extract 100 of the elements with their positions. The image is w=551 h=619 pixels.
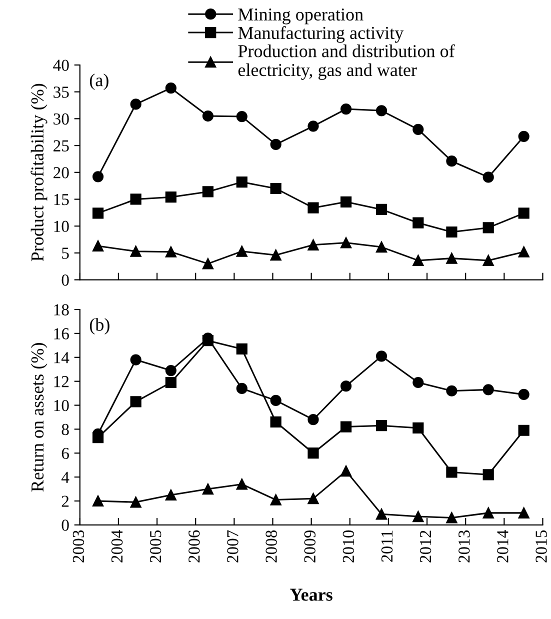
y-tick-label: 8 [62,424,69,436]
point [482,254,494,266]
point [130,396,142,408]
point [130,496,142,508]
point [236,343,248,355]
y-tick-label: 5 [62,248,69,259]
point [165,192,176,203]
y-tick-label: 30 [54,113,69,125]
point [518,130,530,142]
point [165,246,176,258]
y-tick-label: 14 [54,352,70,364]
x-tick-label: 2011 [381,530,393,562]
x-tick-label: 2009 [304,530,316,562]
point [165,376,176,388]
point [412,254,424,266]
point [236,478,248,490]
point [92,208,104,219]
point [92,495,104,507]
point [92,171,104,182]
point [446,156,458,167]
point [308,120,319,132]
point [412,510,424,522]
point [340,466,352,477]
point [308,239,319,250]
point [236,246,248,257]
y-axis-title: Product profitability (%) [30,84,48,262]
y-tick-label: 18 [54,304,69,316]
x-tick-label: 2004 [111,530,123,562]
point [340,103,352,115]
point [270,138,282,150]
point [165,489,176,501]
y-tick-label: 10 [54,400,69,412]
y-tick-label: 40 [53,60,69,71]
point [130,194,142,205]
x-tick-label: 2003 [72,530,84,562]
point [482,384,494,396]
point [308,448,319,459]
annotation: (b) [90,318,110,334]
point [130,354,142,366]
point [202,110,214,122]
point [412,376,424,388]
point [130,98,142,110]
point [376,241,388,253]
point [446,466,458,478]
point [340,196,352,208]
point [270,250,282,261]
point [446,252,458,264]
point [165,364,176,376]
point [518,507,530,518]
point [518,208,530,219]
x-tick-label: 2014 [497,530,508,562]
x-axis-title: Years [290,588,332,601]
point [518,388,530,400]
point [376,420,388,432]
point [270,494,282,506]
y-tick-label: 10 [54,220,69,232]
y-tick-label: 12 [54,376,69,388]
x-tick-label: 2005 [150,530,162,562]
point [376,508,388,520]
point [308,493,319,504]
point [518,246,530,258]
y-tick-label: 20 [54,167,69,178]
point [412,124,424,135]
point [376,105,388,116]
point [202,483,214,495]
legend-label: Manufacturing activity [238,26,404,43]
point [482,469,494,480]
y-tick-label: 15 [54,194,69,206]
x-tick-label: 2007 [227,530,238,562]
legend-label: Production and distribution of electricity, gas and water [238,44,455,80]
point [202,258,214,270]
x-tick-label: 2015 [536,530,547,562]
y-axis-title: Return on assets (%) [30,343,48,492]
y-tick-label: 4 [61,472,70,483]
x-tick-label: 2008 [266,530,277,562]
point [376,204,388,215]
point [446,512,458,524]
point [202,186,214,198]
point [340,380,352,392]
point [482,172,494,183]
point [165,82,176,94]
point [92,240,104,252]
y-tick-label: 6 [62,448,69,460]
y-tick-label: 35 [54,86,69,98]
point [236,382,248,394]
point [236,176,248,188]
point [482,222,494,234]
point [270,394,282,406]
point [340,421,352,432]
annotation: (a) [90,74,108,90]
x-tick-label: 2010 [342,530,354,562]
y-tick-label: 2 [62,496,69,507]
legend-label: Mining operation [238,8,364,24]
point [308,414,319,426]
x-tick-label: 2012 [420,530,432,562]
y-tick-label: 0 [62,520,69,531]
point [340,237,352,248]
point [236,110,248,122]
point [376,350,388,362]
x-tick-label: 2006 [188,530,200,562]
